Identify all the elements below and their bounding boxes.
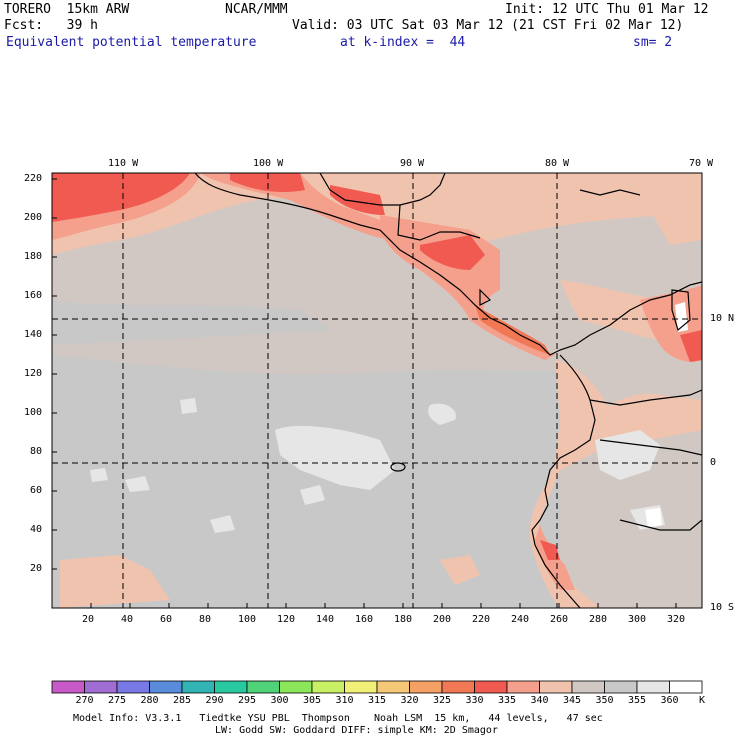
x-tick-label: 60 — [160, 614, 173, 625]
lon-label-100w: 100 W — [253, 158, 284, 169]
plot-frame — [51, 172, 703, 609]
x-tick-label: 260 — [550, 614, 569, 625]
colorbar-label: 350 — [595, 695, 614, 706]
colorbar-label: 275 — [108, 695, 127, 706]
x-tick-label: 240 — [511, 614, 530, 625]
colorbar-label: 330 — [465, 695, 484, 706]
colorbar-label: 295 — [238, 695, 257, 706]
y-tick-label: 140 — [24, 329, 43, 340]
colorbar-swatch — [344, 680, 378, 694]
colorbar-label: 325 — [433, 695, 452, 706]
colorbar-swatch — [376, 680, 410, 694]
colorbar-label: 320 — [400, 695, 419, 706]
colorbar-swatch — [636, 680, 670, 694]
colorbar-swatch — [604, 680, 638, 694]
lat-label-10n: 10 N — [710, 313, 735, 324]
colorbar-label: 285 — [173, 695, 192, 706]
valid-time: Valid: 03 UTC Sat 03 Mar 12 (21 CST Fri … — [292, 18, 684, 33]
model-title: TORERO 15km ARW — [4, 2, 130, 17]
x-tick-label: 100 — [238, 614, 257, 625]
colorbar-swatch — [474, 680, 508, 694]
field-name: Equivalent potential temperature — [6, 35, 257, 50]
y-tick-label: 60 — [30, 485, 43, 496]
y-tick-label: 20 — [30, 563, 43, 574]
colorbar-swatch — [116, 680, 150, 694]
x-tick-label: 320 — [667, 614, 686, 625]
colorbar-label: 345 — [563, 695, 582, 706]
x-tick-label: 200 — [433, 614, 452, 625]
y-tick-label: 80 — [30, 446, 43, 457]
y-tick-label: 160 — [24, 290, 43, 301]
colorbar-label: 300 — [270, 695, 289, 706]
lat-label-10s: 10 S — [710, 602, 735, 613]
forecast-hour: Fcst: 39 h — [4, 18, 98, 33]
x-tick-label: 300 — [628, 614, 647, 625]
lon-label-70w: 70 W — [689, 158, 714, 169]
x-tick-label: 220 — [472, 614, 491, 625]
organization: NCAR/MMM — [225, 2, 288, 17]
lon-label-80w: 80 W — [545, 158, 570, 169]
colorbar-label: 305 — [303, 695, 322, 706]
x-tick-label: 180 — [394, 614, 413, 625]
y-tick-label: 180 — [24, 251, 43, 262]
colorbar-label: 290 — [205, 695, 224, 706]
lon-label-90w: 90 W — [400, 158, 425, 169]
colorbar-swatch — [311, 680, 345, 694]
colorbar-label: 355 — [628, 695, 647, 706]
model-info: Model Info: V3.3.1 Tiedtke YSU PBL Thomp… — [73, 713, 603, 724]
colorbar-swatch — [246, 680, 280, 694]
colorbar-swatch — [441, 680, 475, 694]
smoothing-info: sm= 2 — [633, 35, 673, 50]
theta-e-field — [52, 173, 702, 608]
x-tick-label: 120 — [277, 614, 296, 625]
y-tick-label: 40 — [30, 524, 43, 535]
colorbar-label: 315 — [368, 695, 387, 706]
x-tick-label: 280 — [589, 614, 608, 625]
colorbar-swatch — [279, 680, 313, 694]
level-info: at k-index = 44 — [340, 35, 466, 50]
colorbar-label: 270 — [75, 695, 94, 706]
x-tick-label: 80 — [199, 614, 212, 625]
y-tick-label: 220 — [24, 173, 43, 184]
colorbar-swatch — [181, 680, 215, 694]
y-tick-label: 200 — [24, 212, 43, 223]
colorbar-label: 280 — [140, 695, 159, 706]
colorbar-swatch — [149, 680, 183, 694]
colorbar-label: 310 — [335, 695, 354, 706]
colorbar-swatch — [539, 680, 573, 694]
colorbar-label: 360 — [660, 695, 679, 706]
colorbar-swatch — [506, 680, 540, 694]
colorbar-unit: K — [699, 695, 706, 706]
x-tick-label: 20 — [82, 614, 95, 625]
y-tick-label: 100 — [24, 407, 43, 418]
colorbar-swatch — [214, 680, 248, 694]
colorbar-swatch — [51, 680, 85, 694]
x-tick-label: 160 — [355, 614, 374, 625]
colorbar — [51, 680, 703, 694]
colorbar-swatch — [409, 680, 443, 694]
lon-label-110w: 110 W — [108, 158, 139, 169]
physics-info: LW: Godd SW: Goddard DIFF: simple KM: 2D… — [215, 725, 498, 736]
y-tick-label: 120 — [24, 368, 43, 379]
x-tick-label: 40 — [121, 614, 134, 625]
x-tick-label: 140 — [316, 614, 335, 625]
init-time: Init: 12 UTC Thu 01 Mar 12 — [505, 2, 709, 17]
colorbar-label: 335 — [498, 695, 517, 706]
colorbar-swatch — [669, 680, 703, 694]
lat-label-0: 0 — [710, 457, 717, 468]
colorbar-swatch — [84, 680, 118, 694]
colorbar-swatch — [571, 680, 605, 694]
colorbar-label: 340 — [530, 695, 549, 706]
